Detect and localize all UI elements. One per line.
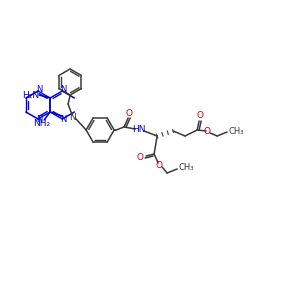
Text: N: N xyxy=(60,85,66,94)
Text: HN: HN xyxy=(132,125,146,134)
Text: O: O xyxy=(204,128,211,136)
Text: N: N xyxy=(69,113,76,122)
Text: CH₃: CH₃ xyxy=(228,127,244,136)
Text: O: O xyxy=(136,152,144,161)
Text: CH₃: CH₃ xyxy=(178,164,194,172)
Text: O: O xyxy=(196,112,204,121)
Text: H₂N: H₂N xyxy=(22,91,40,100)
Text: N: N xyxy=(36,116,42,124)
Text: NH₂: NH₂ xyxy=(34,119,51,128)
Text: O: O xyxy=(126,109,133,118)
Text: N: N xyxy=(36,85,42,94)
Text: N: N xyxy=(60,116,66,124)
Text: O: O xyxy=(156,160,163,169)
